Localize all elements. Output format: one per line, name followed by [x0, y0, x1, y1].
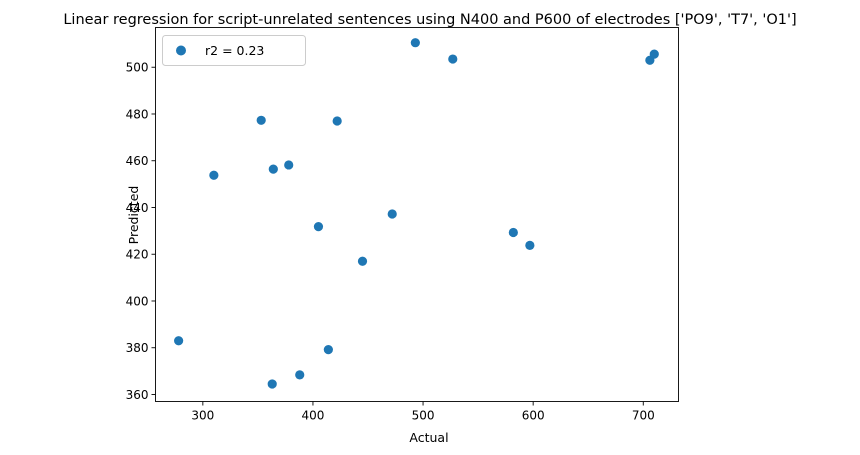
data-point [387, 209, 397, 219]
data-point [410, 38, 420, 48]
x-axis-ticks: 300 400 500 600 700 [191, 401, 655, 423]
data-point [209, 170, 219, 180]
y-tick-label: 440 [126, 201, 149, 215]
data-point [448, 54, 458, 64]
data-point [256, 115, 266, 125]
data-point [323, 345, 333, 355]
y-tick-label: 420 [126, 248, 149, 262]
y-tick-label: 460 [126, 154, 149, 168]
y-tick-label: 400 [126, 294, 149, 308]
x-tick-label: 600 [522, 409, 545, 423]
data-point [268, 164, 278, 174]
legend-box [162, 35, 306, 66]
data-point [649, 49, 659, 59]
y-tick-label: 480 [126, 107, 149, 121]
x-tick-label: 700 [632, 409, 655, 423]
data-point [174, 336, 184, 346]
y-axis-label: Predicted [126, 186, 141, 245]
legend: r2 = 0.23 [162, 35, 306, 66]
plot-frame [155, 27, 679, 402]
data-point [357, 256, 368, 266]
data-point [332, 116, 342, 126]
data-point [267, 379, 277, 389]
y-axis-ticks: 360 380 400 420 440 460 480 500 [126, 61, 156, 402]
x-tick-label: 500 [412, 409, 435, 423]
y-tick-label: 500 [126, 61, 149, 75]
data-point [313, 222, 324, 232]
y-tick-label: 360 [126, 388, 149, 402]
chart-title: Linear regression for script-unrelated s… [63, 12, 796, 28]
data-point [295, 370, 305, 380]
x-tick-label: 400 [301, 409, 324, 423]
data-point [284, 160, 294, 170]
x-axis-label: Actual [409, 430, 448, 445]
x-tick-label: 300 [191, 409, 214, 423]
y-tick-label: 380 [126, 341, 149, 355]
data-points [174, 38, 659, 389]
data-point [508, 227, 518, 238]
data-point [525, 240, 535, 250]
legend-marker [176, 45, 186, 56]
legend-label: r2 = 0.23 [205, 43, 264, 58]
